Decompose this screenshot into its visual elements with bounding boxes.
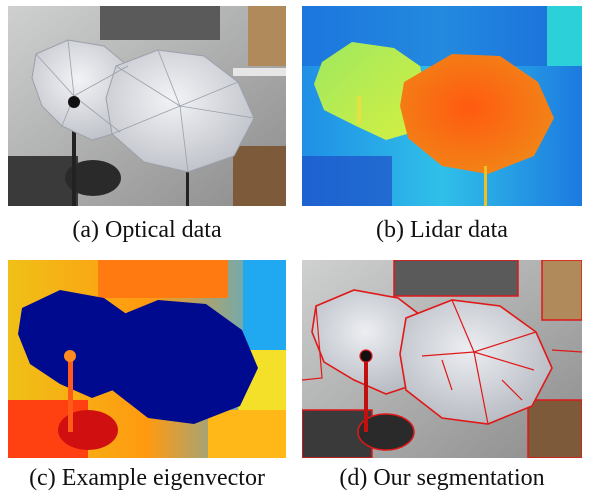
caption-c: (c) Example eigenvector	[29, 465, 265, 491]
lidar-data-image	[302, 6, 582, 206]
segmentation-image	[302, 260, 582, 458]
optical-data-image	[8, 6, 286, 206]
caption-b: (b) Lidar data	[376, 217, 508, 243]
eigenvector-image	[8, 260, 286, 458]
caption-d: (d) Our segmentation	[339, 465, 545, 491]
caption-a: (a) Optical data	[72, 217, 222, 243]
